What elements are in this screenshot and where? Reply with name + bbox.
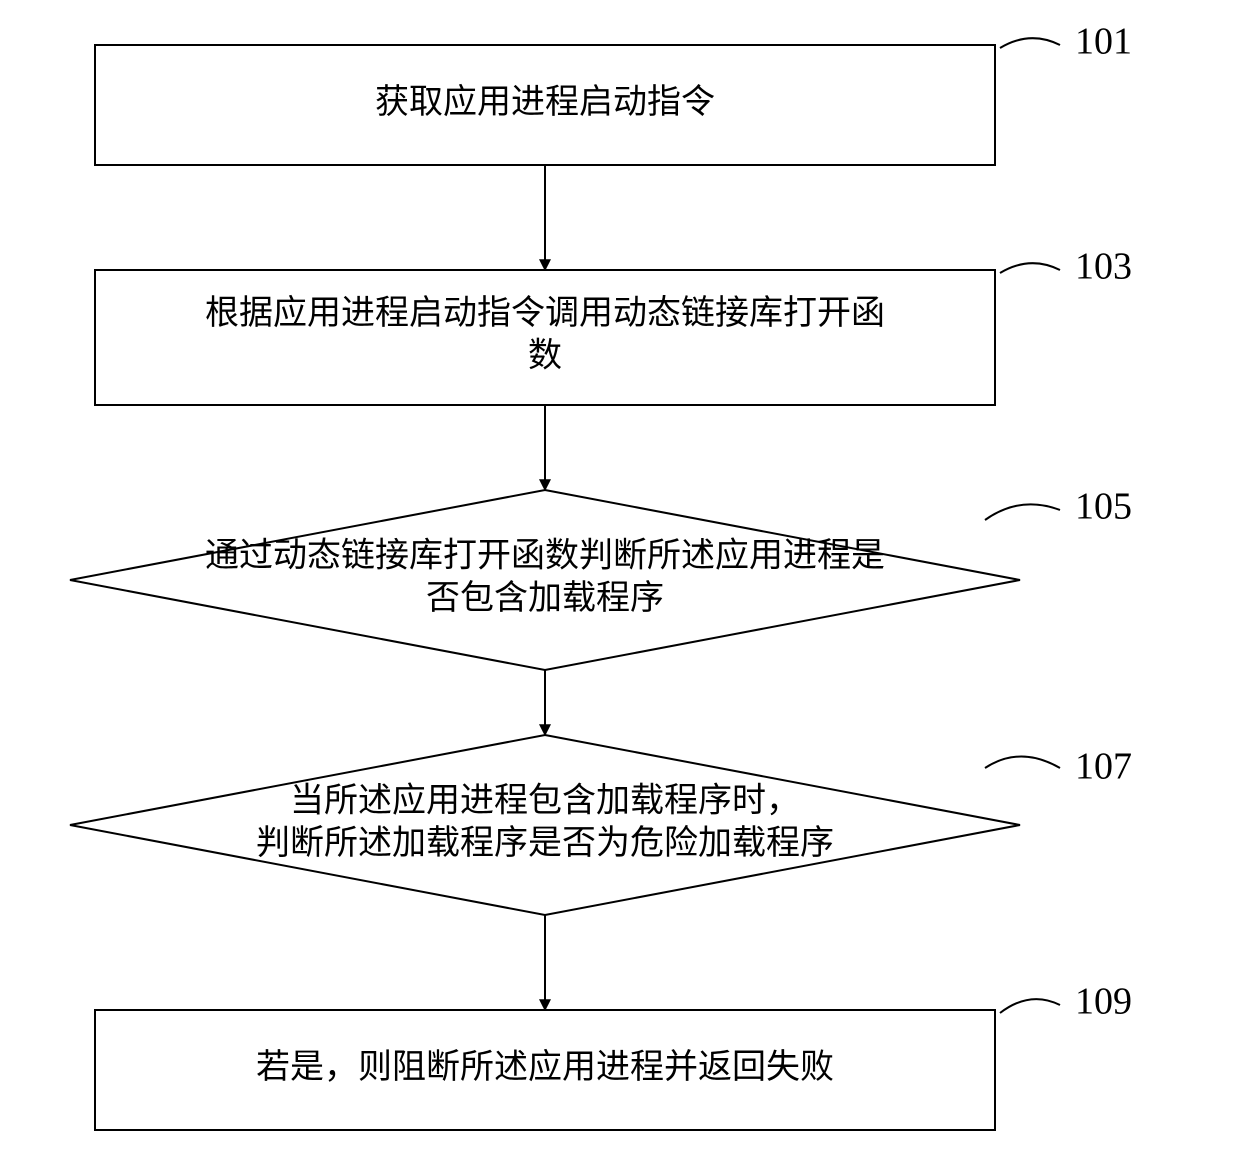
step-label: 105 <box>1075 486 1132 528</box>
step-label: 107 <box>1075 746 1132 788</box>
node-text: 判断所述加载程序是否为危险加载程序 <box>256 824 834 862</box>
leader-line <box>985 504 1060 520</box>
step-label: 109 <box>1075 981 1132 1023</box>
node-text: 根据应用进程启动指令调用动态链接库打开函 <box>205 294 885 332</box>
leader-line <box>1000 263 1060 273</box>
leader-line <box>1000 38 1060 48</box>
flow-node-n103: 根据应用进程启动指令调用动态链接库打开函数 103 <box>95 246 1132 405</box>
node-text: 若是，则阻断所述应用进程并返回失败 <box>256 1048 834 1086</box>
step-label: 103 <box>1075 246 1132 288</box>
leader-line <box>985 757 1060 769</box>
flow-node-n105: 通过动态链接库打开函数判断所述应用进程是否包含加载程序 105 <box>70 486 1132 670</box>
node-text: 数 <box>528 337 562 375</box>
node-text: 否包含加载程序 <box>426 579 664 617</box>
flow-node-n107: 当所述应用进程包含加载程序时， 判断所述加载程序是否为危险加载程序 107 <box>70 735 1132 915</box>
leader-line <box>1000 999 1060 1013</box>
node-text: 当所述应用进程包含加载程序时， <box>290 782 800 820</box>
flow-node-n101: 获取应用进程启动指令 101 <box>95 21 1132 165</box>
node-text: 通过动态链接库打开函数判断所述应用进程是 <box>205 537 885 575</box>
node-text: 获取应用进程启动指令 <box>375 83 715 121</box>
step-label: 101 <box>1075 21 1132 63</box>
flow-node-n109: 若是，则阻断所述应用进程并返回失败 109 <box>95 981 1132 1130</box>
